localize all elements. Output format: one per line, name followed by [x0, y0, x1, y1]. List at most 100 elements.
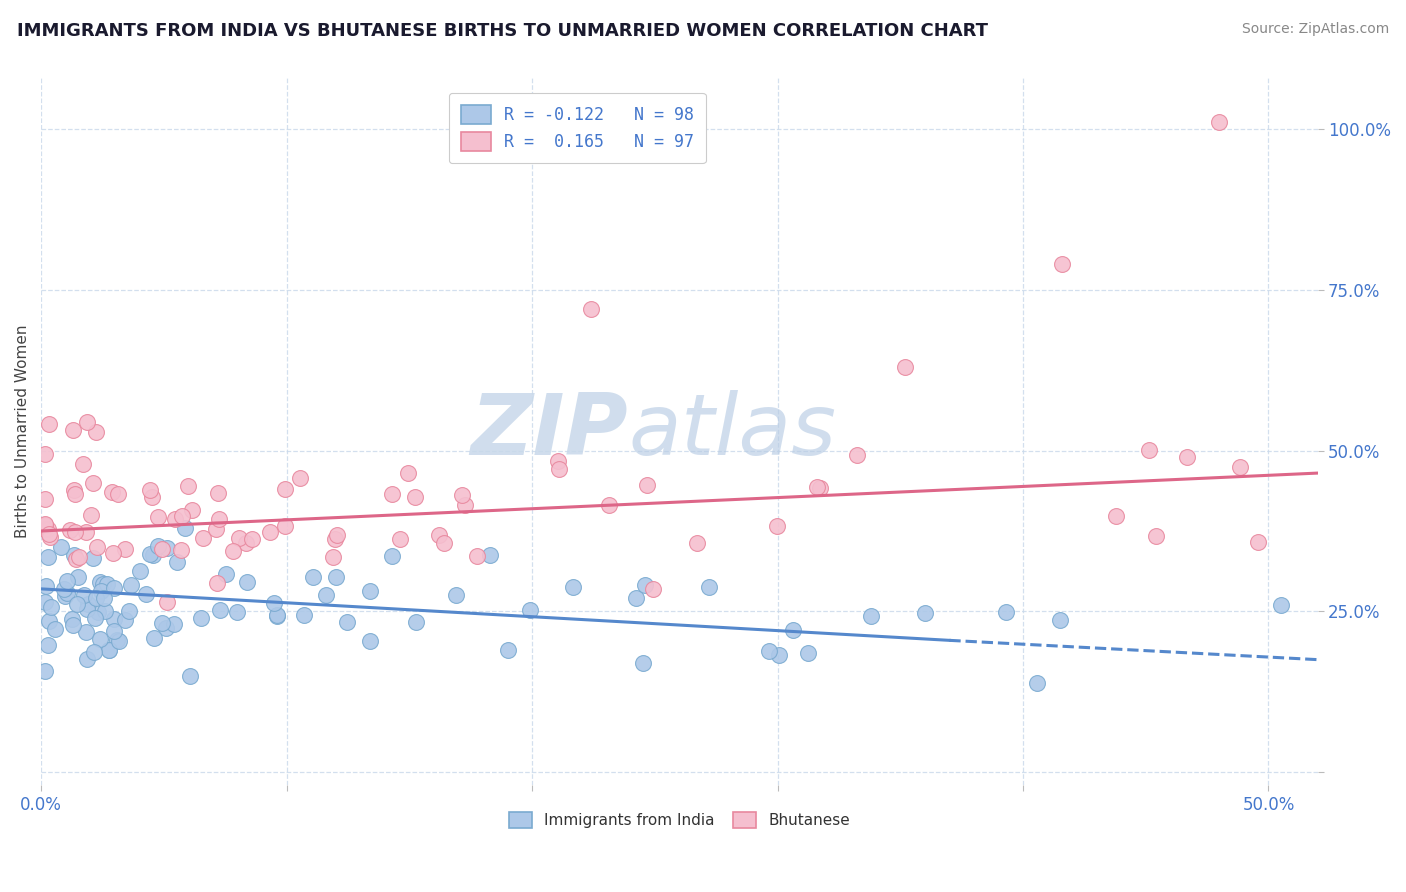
Point	[65, 541, 87, 555]
Point	[249, 487, 271, 501]
Point	[52, 552, 75, 566]
Point	[35, 600, 58, 615]
Point	[354, 461, 377, 475]
Y-axis label: Births to Unmarried Women: Births to Unmarried Women	[15, 325, 30, 538]
Point	[32, 664, 55, 678]
Point	[254, 532, 277, 546]
Point	[311, 548, 333, 562]
Point	[408, 578, 430, 592]
Point	[118, 508, 141, 523]
Point	[183, 483, 205, 497]
Point	[49, 423, 72, 437]
Point	[129, 611, 152, 625]
Point	[105, 542, 128, 557]
Point	[942, 465, 965, 479]
Point	[70, 604, 93, 618]
Point	[34, 579, 56, 593]
Point	[806, 598, 828, 612]
Point	[146, 567, 169, 582]
Point	[65, 425, 87, 439]
Point	[75, 484, 97, 499]
Point	[652, 676, 675, 690]
Point	[540, 448, 562, 462]
Point	[363, 580, 385, 594]
Point	[173, 524, 195, 539]
Point	[702, 508, 724, 523]
Point	[32, 491, 55, 506]
Point	[121, 479, 143, 493]
Point	[501, 623, 523, 637]
Point	[177, 608, 200, 623]
Point	[259, 467, 281, 481]
Point	[103, 539, 125, 553]
Point	[633, 605, 655, 619]
Point	[582, 606, 605, 620]
Point	[668, 257, 690, 271]
Point	[515, 480, 537, 494]
Point	[32, 447, 55, 461]
Point	[46, 586, 69, 600]
Point	[191, 471, 214, 485]
Text: IMMIGRANTS FROM INDIA VS BHUTANESE BIRTHS TO UNMARRIED WOMEN CORRELATION CHART: IMMIGRANTS FROM INDIA VS BHUTANESE BIRTH…	[17, 22, 988, 40]
Point	[32, 595, 55, 609]
Point	[131, 531, 153, 545]
Point	[485, 644, 508, 658]
Point	[32, 517, 55, 532]
Point	[208, 588, 231, 602]
Point	[440, 536, 463, 550]
Point	[214, 569, 236, 583]
Point	[53, 549, 76, 564]
Point	[264, 490, 287, 504]
Point	[49, 612, 72, 626]
Point	[77, 632, 100, 647]
Point	[76, 581, 98, 595]
Point	[159, 574, 181, 589]
Point	[56, 457, 79, 471]
Point	[53, 570, 76, 584]
Point	[100, 631, 122, 645]
Point	[745, 450, 768, 464]
Point	[215, 527, 238, 541]
Point	[141, 512, 163, 526]
Point	[1154, 471, 1177, 485]
Point	[58, 652, 80, 666]
Point	[86, 578, 108, 592]
Point	[98, 483, 121, 497]
Point	[766, 115, 789, 129]
Point	[149, 544, 172, 558]
Point	[51, 548, 73, 562]
Point	[152, 605, 174, 619]
Point	[943, 486, 966, 500]
Point	[447, 580, 470, 594]
Point	[1029, 500, 1052, 515]
Point	[79, 633, 101, 648]
Point	[34, 523, 56, 537]
Point	[489, 519, 512, 533]
Point	[114, 511, 136, 525]
Point	[1053, 654, 1076, 668]
Point	[181, 519, 204, 533]
Point	[295, 498, 318, 512]
Point	[67, 632, 90, 646]
Point	[34, 550, 56, 565]
Point	[65, 605, 87, 619]
Point	[1147, 115, 1170, 129]
Point	[322, 643, 344, 657]
Point	[98, 490, 121, 504]
Point	[83, 541, 105, 556]
Point	[569, 359, 592, 374]
Point	[77, 487, 100, 501]
Point	[401, 591, 423, 605]
Point	[264, 615, 287, 629]
Point	[58, 625, 80, 640]
Point	[900, 513, 922, 527]
Point	[59, 601, 82, 615]
Point	[35, 530, 58, 544]
Point	[221, 615, 243, 629]
Point	[249, 549, 271, 564]
Point	[108, 594, 131, 608]
Text: atlas: atlas	[628, 390, 837, 473]
Point	[67, 575, 90, 590]
Point	[727, 528, 749, 542]
Point	[1019, 430, 1042, 444]
